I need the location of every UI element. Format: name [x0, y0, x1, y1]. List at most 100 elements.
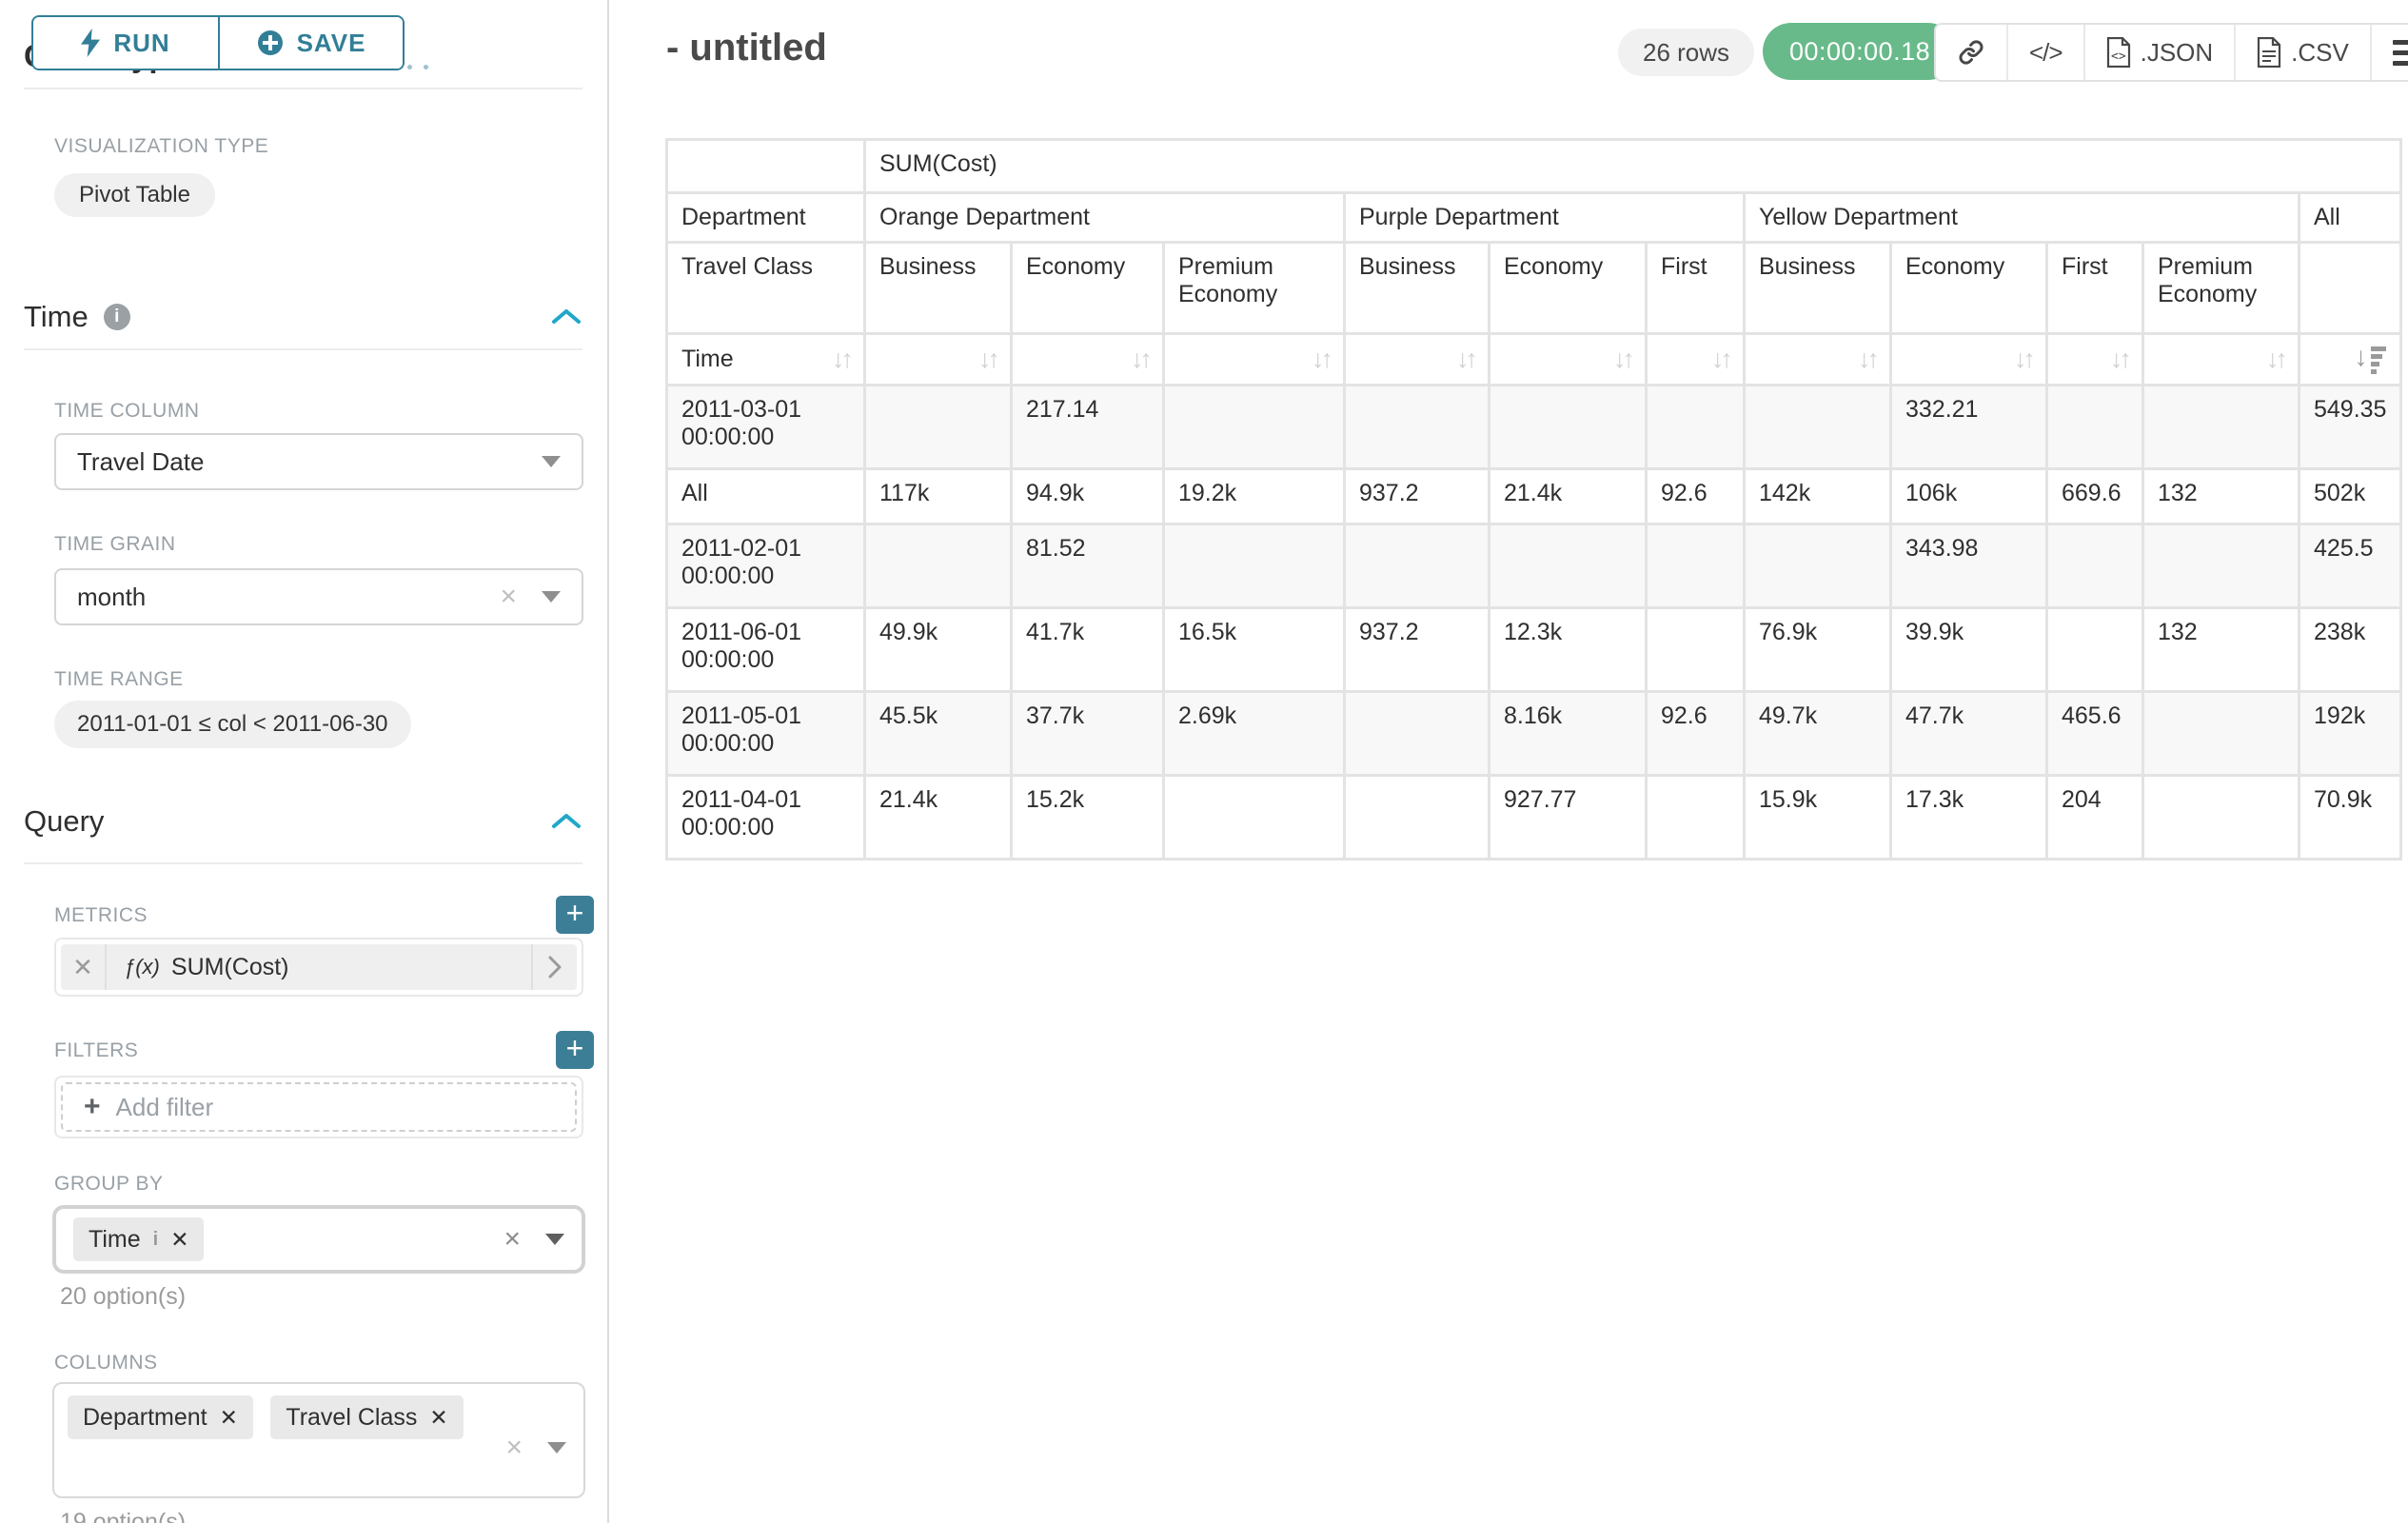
save-button[interactable]: SAVE [218, 17, 403, 69]
pivot-cell: 502k [2297, 467, 2403, 525]
add-metric-button[interactable]: + [556, 896, 594, 934]
pivot-column-sorter[interactable]: ↓ [2297, 332, 2403, 386]
pivot-column-sorter[interactable]: ↓↑ [2045, 332, 2144, 386]
query-timer-badge: 00:00:00.18 [1763, 23, 1958, 80]
collapse-chevron-icon[interactable] [550, 307, 582, 326]
clear-icon[interactable]: × [503, 1223, 521, 1255]
pivot-time-sorter[interactable]: Time ↓↑ [665, 332, 866, 386]
clear-icon[interactable]: × [500, 581, 517, 612]
panel-drag-handle[interactable] [407, 65, 428, 69]
sort-desc-icon: ↓ [2354, 343, 2387, 374]
chevron-down-icon[interactable] [542, 456, 561, 467]
control-panel: Chart Type RUN SAVE VISUALIZATION TYPE P… [0, 0, 609, 1523]
pivot-metric-header: SUM(Cost) [862, 138, 2403, 194]
chart-title[interactable]: - untitled [666, 27, 827, 69]
pivot-column-sorter[interactable]: ↓↑ [1488, 332, 1648, 386]
add-filter-plus-button[interactable]: + [556, 1031, 594, 1069]
result-actions-toolbar: </> <> .JSON .CSV [1934, 23, 2408, 82]
sort-icon: ↓↑ [2110, 345, 2132, 373]
pivot-cell: 49.7k [1743, 690, 1892, 777]
pivot-travel-class-header: Business [1743, 241, 1892, 335]
row-count-badge: 26 rows [1618, 29, 1755, 76]
pivot-cell: 39.9k [1889, 606, 2048, 693]
pivot-cell: 12.3k [1488, 606, 1648, 693]
time-section-header: Time i [24, 300, 582, 334]
plus-icon: + [84, 1091, 101, 1122]
pivot-cell: 41.7k [1010, 606, 1165, 693]
pivot-column-sorter[interactable]: ↓↑ [1343, 332, 1490, 386]
viz-type-pill[interactable]: Pivot Table [54, 173, 215, 217]
chevron-right-icon[interactable] [531, 944, 577, 990]
time-grain-select[interactable]: month × [54, 568, 583, 625]
pivot-cell [2045, 384, 2144, 470]
svg-text:<>: <> [2111, 49, 2126, 64]
csv-button-label: .CSV [2291, 37, 2349, 67]
chevron-down-icon[interactable] [547, 1442, 566, 1454]
pivot-column-sorter[interactable]: ↓↑ [1162, 332, 1346, 386]
pivot-cell: 238k [2297, 606, 2403, 693]
pivot-cell: 927.77 [1488, 774, 1648, 860]
chevron-down-icon[interactable] [542, 591, 561, 603]
time-column-label: TIME COLUMN [54, 400, 200, 422]
add-filter-button[interactable]: + Add filter [61, 1082, 577, 1132]
time-range-pill[interactable]: 2011-01-01 ≤ col < 2011-06-30 [54, 701, 411, 748]
pivot-travel-class-header: Business [1343, 241, 1490, 335]
more-options-button[interactable] [2369, 25, 2408, 80]
pivot-cell: 47.7k [1889, 690, 2048, 777]
pivot-cell: 21.4k [1488, 467, 1648, 525]
pivot-column-sorter[interactable]: ↓↑ [1645, 332, 1746, 386]
run-button[interactable]: RUN [33, 17, 218, 69]
columns-tag[interactable]: Department ✕ [68, 1395, 253, 1439]
run-button-label: RUN [113, 28, 170, 57]
table-row: 2011-03-01 00:00:00 217.14 332.21 549.35 [665, 384, 2403, 470]
pivot-column-sorter[interactable]: ↓↑ [1010, 332, 1165, 386]
pivot-travel-class-header: Economy [1488, 241, 1648, 335]
chevron-down-icon[interactable] [545, 1234, 564, 1245]
pivot-travel-class-header: Economy [1889, 241, 2048, 335]
table-row: 2011-02-01 00:00:00 81.52 343.98 425.5 [665, 523, 2403, 609]
remove-tag-icon[interactable]: ✕ [429, 1404, 448, 1430]
columns-tag[interactable]: Travel Class ✕ [270, 1395, 464, 1439]
pivot-cell: 70.9k [2297, 774, 2403, 860]
sort-icon: ↓↑ [1858, 345, 1880, 373]
embed-code-button[interactable]: </> [2006, 25, 2083, 80]
pivot-cell: 465.6 [2045, 690, 2144, 777]
pivot-column-sorter[interactable]: ↓↑ [1743, 332, 1892, 386]
save-button-label: SAVE [296, 28, 366, 57]
info-icon[interactable]: i [103, 304, 130, 330]
columns-select[interactable]: Department ✕ Travel Class ✕ × [52, 1382, 585, 1498]
pivot-cell: 549.35 [2297, 384, 2403, 470]
pivot-cell [1645, 523, 1746, 609]
copy-link-button[interactable] [1936, 25, 2006, 80]
columns-tag-label: Department [83, 1403, 207, 1431]
remove-tag-icon[interactable]: ✕ [170, 1226, 189, 1252]
code-icon: </> [2029, 37, 2063, 67]
pivot-column-sorter[interactable]: ↓↑ [863, 332, 1013, 386]
pivot-cell [1645, 606, 1746, 693]
json-file-icon: <> [2106, 37, 2130, 68]
time-column-select[interactable]: Travel Date [54, 433, 583, 490]
pivot-cell [1645, 774, 1746, 860]
metric-pill[interactable]: ✕ ƒ(x) SUM(Cost) [61, 944, 577, 990]
collapse-chevron-icon[interactable] [550, 812, 582, 831]
pivot-column-sorter[interactable]: ↓↑ [2142, 332, 2300, 386]
pivot-cell: 106k [1889, 467, 2048, 525]
pivot-column-sorter[interactable]: ↓↑ [1889, 332, 2048, 386]
info-icon[interactable]: i [152, 1228, 159, 1250]
pivot-cell [1162, 384, 1346, 470]
group-by-select[interactable]: Time i ✕ × [52, 1205, 585, 1274]
pivot-cell: 937.2 [1343, 467, 1490, 525]
pivot-cell [1162, 523, 1346, 609]
remove-tag-icon[interactable]: ✕ [219, 1404, 238, 1430]
group-by-tag[interactable]: Time i ✕ [73, 1217, 205, 1261]
run-save-button-group: RUN SAVE [31, 15, 405, 70]
metric-value: SUM(Cost) [170, 953, 289, 980]
clear-icon[interactable]: × [505, 1432, 523, 1463]
pivot-cell [2142, 690, 2300, 777]
export-csv-button[interactable]: .CSV [2234, 25, 2370, 80]
time-grain-label: TIME GRAIN [54, 533, 176, 555]
pivot-cell: 15.9k [1743, 774, 1892, 860]
remove-metric-icon[interactable]: ✕ [61, 944, 107, 990]
export-json-button[interactable]: <> .JSON [2082, 25, 2235, 80]
pivot-row-label: 2011-02-01 00:00:00 [665, 523, 866, 609]
